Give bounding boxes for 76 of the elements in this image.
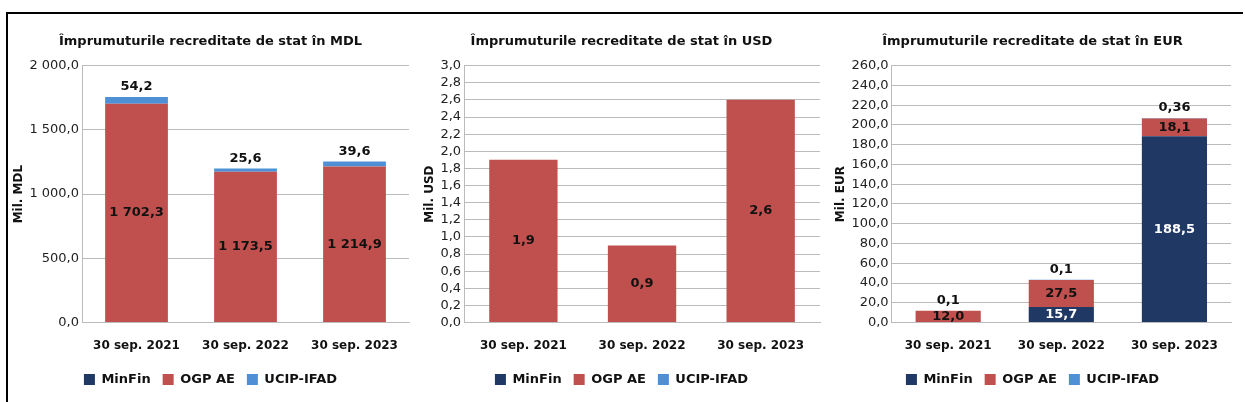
- y-tick-label: 2,2: [440, 125, 462, 141]
- data-label: 1 702,3: [109, 204, 164, 220]
- y-tick-label: 160,0: [851, 155, 889, 171]
- legend-label: OGP AE: [180, 370, 235, 386]
- data-label: 27,5: [1045, 284, 1078, 300]
- y-tick-label: 0,0: [867, 313, 889, 329]
- y-tick-label: 1,0: [440, 228, 462, 244]
- x-tick-label: 30 sep. 2021: [904, 337, 992, 352]
- y-tick-label: 2,8: [440, 74, 462, 90]
- y-tick-label: 1,6: [440, 176, 462, 192]
- y-tick-label: 40,0: [859, 274, 889, 290]
- y-tick-label: 260,0: [851, 56, 889, 72]
- y-axis-title: Mil. EUR: [833, 166, 848, 223]
- legend-label: OGP AE: [591, 370, 646, 386]
- data-label: 0,36: [1158, 99, 1191, 115]
- legend-label: UCIP-IFAD: [1086, 370, 1160, 386]
- legend-label: UCIP-IFAD: [675, 370, 749, 386]
- y-tick-label: 80,0: [859, 234, 889, 250]
- y-tick-label: 0,2: [440, 296, 462, 312]
- y-tick-label: 1 000,0: [29, 185, 80, 201]
- x-tick-label: 30 sep. 2022: [202, 337, 289, 352]
- data-label: 15,7: [1045, 305, 1078, 321]
- data-label: 188,5: [1153, 220, 1195, 236]
- y-tick-label: 100,0: [851, 215, 889, 231]
- x-tick-label: 30 sep. 2022: [1017, 337, 1105, 352]
- y-tick-label: 2,6: [440, 91, 462, 107]
- data-label: 54,2: [120, 78, 153, 94]
- y-tick-label: 1,8: [440, 159, 462, 175]
- y-tick-label: 2,0: [440, 142, 462, 158]
- data-label: 1,9: [511, 232, 535, 248]
- data-label: 0,1: [1049, 261, 1073, 277]
- y-tick-label: 2 000,0: [29, 56, 80, 72]
- x-tick-label: 30 sep. 2023: [311, 337, 398, 352]
- y-tick-label: 0,0: [58, 313, 80, 329]
- y-axis-title: Mil. USD: [422, 165, 437, 223]
- legend-label: UCIP-IFAD: [264, 370, 338, 386]
- chart-title: Împrumuturile recreditate de stat în USD: [470, 33, 773, 49]
- y-tick-label: 220,0: [851, 96, 889, 112]
- chart-title: Împrumuturile recreditate de stat în EUR: [882, 33, 1183, 49]
- data-label: 18,1: [1158, 118, 1191, 134]
- x-tick-label: 30 sep. 2022: [598, 337, 686, 352]
- x-tick-label: 30 sep. 2021: [479, 337, 567, 352]
- y-tick-label: 2,4: [440, 108, 462, 124]
- y-tick-label: 1,2: [440, 211, 462, 227]
- y-tick-label: 0,8: [440, 245, 462, 261]
- data-label: 0,9: [630, 275, 654, 291]
- y-tick-label: 20,0: [859, 294, 889, 310]
- legend-label: OGP AE: [1002, 370, 1057, 386]
- data-label: 1 173,5: [218, 238, 273, 254]
- y-tick-label: 240,0: [851, 76, 889, 92]
- legend-label: MinFin: [923, 370, 973, 386]
- y-tick-label: 180,0: [851, 136, 889, 152]
- data-label: 1 214,9: [327, 235, 382, 251]
- data-label: 25,6: [229, 149, 262, 165]
- x-tick-label: 30 sep. 2021: [93, 337, 180, 352]
- chart-title: Împrumuturile recreditate de stat în MDL: [58, 33, 363, 49]
- y-tick-label: 1,4: [440, 194, 462, 210]
- y-tick-label: 1 500,0: [29, 121, 80, 137]
- y-tick-label: 120,0: [851, 195, 889, 211]
- data-label: 12,0: [932, 307, 965, 323]
- data-label: 2,6: [749, 202, 773, 218]
- data-label: 0,1: [936, 292, 960, 308]
- x-tick-label: 30 sep. 2023: [1130, 337, 1218, 352]
- x-tick-label: 30 sep. 2023: [717, 337, 805, 352]
- y-axis-title: Mil. MDL: [11, 164, 26, 224]
- legend-label: MinFin: [101, 370, 151, 386]
- legend-label: MinFin: [512, 370, 562, 386]
- y-tick-label: 200,0: [851, 116, 889, 132]
- y-tick-label: 140,0: [851, 175, 889, 191]
- y-tick-label: 500,0: [41, 249, 80, 265]
- y-tick-label: 0,0: [440, 313, 462, 329]
- y-tick-label: 0,4: [440, 279, 462, 295]
- data-label: 39,6: [338, 142, 371, 158]
- y-tick-label: 3,0: [440, 56, 462, 72]
- y-tick-label: 0,6: [440, 262, 462, 278]
- y-tick-label: 60,0: [859, 254, 889, 270]
